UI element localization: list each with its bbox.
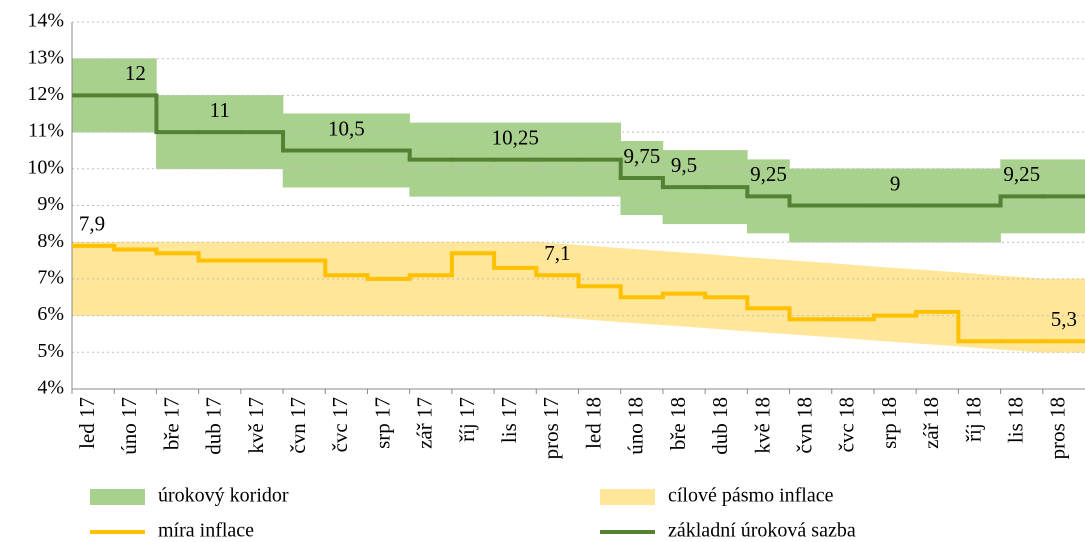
y-tick-label: 13% (27, 46, 64, 68)
y-tick-label: 5% (37, 340, 64, 362)
band (873, 266, 917, 344)
x-tick-label: pros 17 (539, 397, 563, 459)
y-tick-label: 7% (37, 266, 64, 288)
x-tick-label: lis 17 (497, 397, 521, 443)
x-tick-label: dub 17 (202, 397, 226, 455)
band (704, 253, 748, 332)
x-tick-label: srp 18 (877, 397, 901, 449)
band (662, 251, 706, 329)
x-tick-label: srp 17 (370, 397, 394, 449)
x-tick-label: čvc 18 (835, 397, 859, 452)
band (789, 260, 833, 338)
y-tick-label: 6% (37, 303, 64, 325)
band (747, 257, 790, 335)
y-tick-label: 4% (37, 377, 64, 399)
band (831, 263, 875, 341)
data-label: 5,3 (1051, 307, 1077, 331)
legend-swatch (600, 489, 655, 505)
y-tick-label: 12% (27, 83, 64, 105)
data-label: 10,25 (492, 125, 539, 149)
legend-label: úrokový koridor (158, 485, 289, 507)
band (620, 248, 664, 326)
data-label: 9,5 (671, 153, 697, 177)
x-tick-label: led 18 (581, 397, 605, 449)
y-tick-label: 11% (28, 120, 64, 142)
x-tick-label: bře 18 (666, 397, 690, 450)
data-label: 9,75 (623, 144, 660, 168)
x-tick-label: bře 17 (159, 397, 183, 450)
data-label: 9,25 (1003, 162, 1040, 186)
y-tick-label: 8% (37, 230, 64, 252)
band (915, 269, 959, 347)
band (578, 244, 622, 323)
y-tick-label: 10% (27, 156, 64, 178)
band (493, 241, 537, 316)
x-tick-label: úno 18 (624, 397, 648, 455)
x-tick-label: čvn 18 (792, 397, 816, 454)
x-tick-label: pros 18 (1046, 397, 1070, 459)
y-tick-label: 14% (27, 10, 64, 32)
x-tick-label: kvě 18 (750, 397, 774, 454)
data-label: 12 (125, 61, 146, 85)
x-tick-label: lis 18 (1004, 397, 1028, 443)
x-tick-label: dub 18 (708, 397, 732, 455)
x-tick-label: čvn 17 (286, 397, 310, 454)
data-label: 7,9 (79, 212, 105, 236)
data-label: 9 (890, 171, 901, 195)
legend-label: míra inflace (158, 520, 254, 542)
legend-swatch (90, 489, 145, 505)
y-tick-label: 9% (37, 193, 64, 215)
data-label: 7,1 (544, 241, 570, 265)
data-label: 10,5 (328, 116, 365, 140)
band (324, 241, 368, 316)
x-tick-label: říj 17 (455, 397, 479, 442)
band (198, 241, 242, 316)
x-tick-label: led 17 (75, 397, 99, 449)
x-tick-label: kvě 17 (244, 397, 268, 454)
band (113, 241, 157, 316)
x-tick-label: zář 17 (413, 397, 437, 449)
data-label: 9,25 (750, 162, 787, 186)
legend-label: cílové pásmo inflace (668, 485, 834, 507)
x-tick-label: zář 18 (919, 397, 943, 449)
data-label: 11 (210, 98, 230, 122)
band (409, 241, 453, 316)
x-tick-label: čvc 17 (328, 397, 352, 452)
band (958, 272, 1001, 350)
x-tick-label: úno 17 (117, 397, 141, 455)
legend-label: základní úroková sazba (668, 520, 856, 542)
x-tick-label: říj 18 (961, 397, 985, 442)
